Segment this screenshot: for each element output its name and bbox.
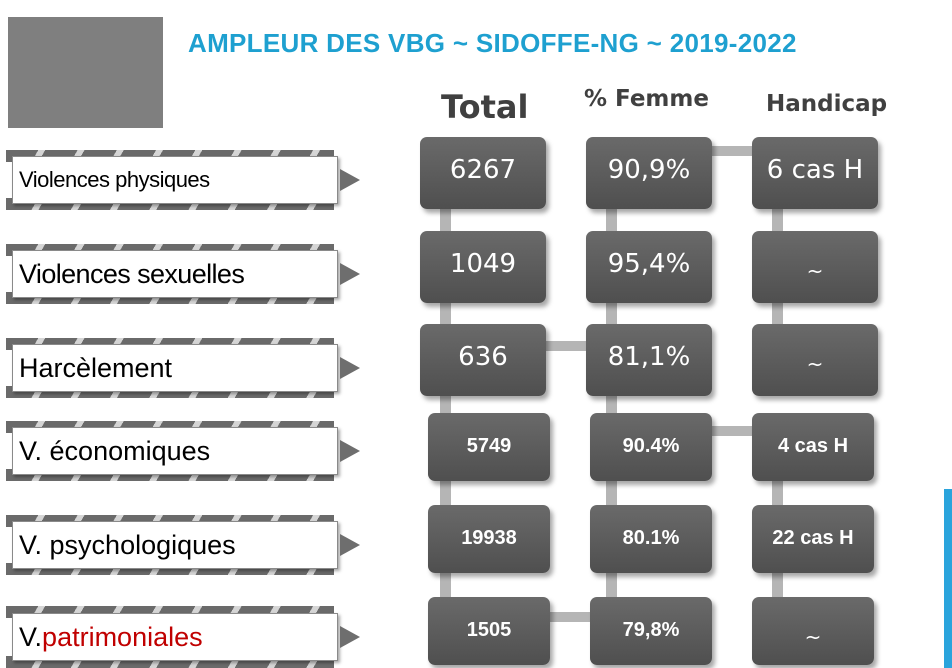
cell-total: 6267: [420, 137, 546, 209]
connector-horizontal-4: [545, 612, 595, 622]
row-label-text: V. économiques: [12, 427, 338, 475]
column-header-femme: % Femme: [584, 86, 709, 112]
cell-handicap: ~: [752, 597, 874, 665]
logo-placeholder: [8, 17, 163, 128]
chevron-right-icon: [340, 263, 360, 285]
cell-femme: 90.4%: [590, 413, 712, 481]
chevron-right-icon: [340, 534, 360, 556]
cell-total: 1049: [420, 231, 546, 303]
cell-femme: 95,4%: [586, 231, 712, 303]
column-header-handicap: Handicap: [766, 91, 888, 117]
row-label-text: Violences physiques: [12, 156, 338, 204]
cell-femme: 79,8%: [590, 597, 712, 665]
connector-horizontal-3: [710, 426, 760, 436]
page-title: AMPLEUR DES VBG ~ SIDOFFE-NG ~ 2019-2022: [188, 28, 797, 58]
cell-handicap: 4 cas H: [752, 413, 874, 481]
row-label-3: Harcèlement: [6, 338, 366, 398]
cell-handicap: ~: [752, 231, 878, 303]
cell-handicap: ~: [752, 324, 878, 396]
row-label-text: V. psychologiques: [12, 521, 338, 569]
cell-total: 636: [420, 324, 546, 396]
cell-total: 19938: [428, 505, 550, 573]
cell-handicap: 22 cas H: [752, 505, 874, 573]
chevron-right-icon: [340, 626, 360, 648]
cell-femme: 90,9%: [586, 137, 712, 209]
row-label-2: Violences sexuelles: [6, 244, 366, 304]
connector-horizontal-1: [710, 146, 760, 156]
cell-handicap: 6 cas H: [752, 137, 878, 209]
row-label-4: V. économiques: [6, 421, 366, 481]
chevron-right-icon: [340, 169, 360, 191]
row-label-prefix: V.: [19, 621, 43, 652]
accent-bar: [944, 489, 952, 668]
row-label-1: Violences physiques: [6, 150, 366, 210]
cell-total: 1505: [428, 597, 550, 665]
row-label-5: V. psychologiques: [6, 515, 366, 575]
row-label-6: V. patrimoniales: [6, 606, 366, 668]
connector-horizontal-2: [545, 341, 595, 351]
cell-femme: 80.1%: [590, 505, 712, 573]
chevron-right-icon: [340, 440, 360, 462]
row-label-text: V. patrimoniales: [12, 613, 338, 661]
cell-femme: 81,1%: [586, 324, 712, 396]
row-label-text: Violences sexuelles: [12, 250, 338, 298]
row-label-text: Harcèlement: [12, 344, 338, 392]
row-label-emphasis: patrimoniales: [42, 621, 203, 652]
chevron-right-icon: [340, 357, 360, 379]
column-header-total: Total: [441, 88, 529, 126]
cell-total: 5749: [428, 413, 550, 481]
